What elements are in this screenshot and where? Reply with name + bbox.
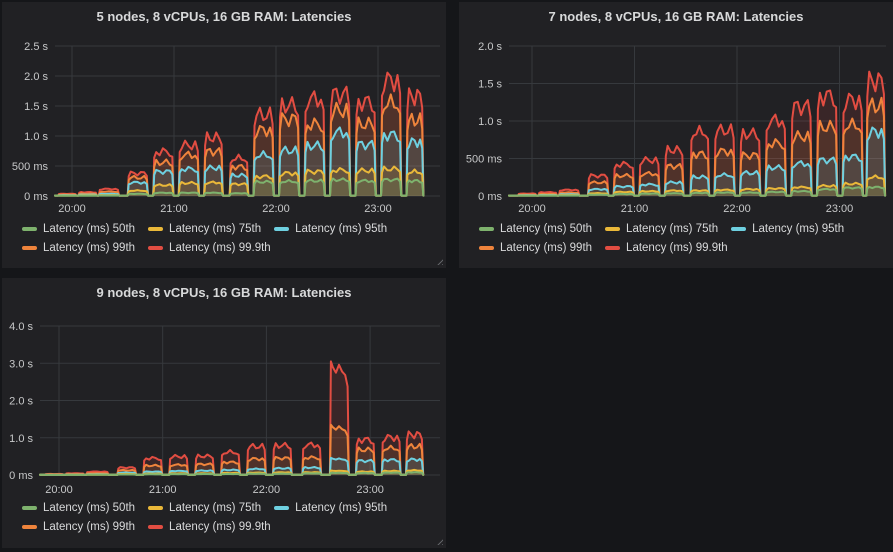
series-color-marker — [22, 506, 37, 510]
legend-label: Latency (ms) 99.9th — [169, 521, 271, 533]
series-color-marker — [605, 227, 621, 231]
y-tick-label: 4.0 s — [9, 321, 33, 333]
legend-item-95th[interactable]: Latency (ms) 95th — [274, 223, 387, 235]
series-color-marker — [148, 525, 164, 529]
legend: Latency (ms) 50th Latency (ms) 75th Late… — [22, 502, 434, 533]
legend-item-75th[interactable]: Latency (ms) 75th — [605, 223, 718, 235]
series-color-marker — [22, 246, 37, 250]
legend-label: Latency (ms) 99.9th — [626, 242, 728, 254]
panel-resize-handle[interactable] — [435, 257, 443, 265]
y-tick-label: 2.0 s — [9, 396, 33, 408]
legend-label: Latency (ms) 95th — [295, 502, 388, 514]
series-line — [54, 177, 425, 197]
series-line — [54, 71, 425, 197]
y-tick-label: 500 ms — [12, 161, 49, 173]
panel-resize-handle[interactable] — [435, 537, 443, 545]
series-color-marker — [479, 246, 494, 250]
legend-label: Latency (ms) 95th — [295, 223, 388, 235]
y-tick-label: 0 ms — [478, 191, 502, 203]
x-tick-label: 21:00 — [160, 203, 188, 215]
panel-title[interactable]: 7 nodes, 8 vCPUs, 16 GB RAM: Latencies — [548, 9, 804, 24]
series-color-marker — [731, 227, 747, 231]
series-line — [508, 70, 887, 197]
legend-label: Latency (ms) 50th — [43, 502, 136, 514]
y-tick-label: 2.0 s — [24, 71, 48, 83]
legend: Latency (ms) 50th Latency (ms) 75th Late… — [479, 223, 891, 254]
legend: Latency (ms) 50th Latency (ms) 75th Late… — [22, 223, 434, 254]
y-tick-label: 2.0 s — [478, 41, 502, 53]
legend-label: Latency (ms) 95th — [752, 223, 845, 235]
series-color-marker — [148, 246, 164, 250]
series-color-marker — [479, 227, 494, 231]
legend-label: Latency (ms) 75th — [626, 223, 719, 235]
legend-item-99th[interactable]: Latency (ms) 99th — [22, 242, 135, 254]
latency-chart[interactable]: 20:00 21:00 22:00 23:00 0 ms 1.0 s 2.0 s 3.0 s 4… — [2, 308, 446, 498]
legend-item-75th[interactable]: Latency (ms) 75th — [148, 502, 261, 514]
legend-item-999th[interactable]: Latency (ms) 99.9th — [605, 242, 728, 254]
legend-item-95th[interactable]: Latency (ms) 95th — [274, 502, 387, 514]
legend-item-99th[interactable]: Latency (ms) 99th — [479, 242, 592, 254]
y-tick-label: 0 ms — [9, 470, 33, 482]
series-color-marker — [605, 246, 621, 250]
latency-chart[interactable]: 20:00 21:00 22:00 23:00 0 ms 500 ms 1.0 s 1.5 s… — [2, 28, 446, 220]
x-tick-label: 21:00 — [621, 203, 649, 215]
panel-7-nodes: 7 nodes, 8 vCPUs, 16 GB RAM: Latencies 2… — [459, 2, 893, 268]
panel-title[interactable]: 9 nodes, 8 vCPUs, 16 GB RAM: Latencies — [96, 285, 352, 300]
series-line — [39, 423, 425, 476]
legend-item-999th[interactable]: Latency (ms) 99.9th — [148, 242, 271, 254]
legend-item-99th[interactable]: Latency (ms) 99th — [22, 521, 135, 533]
x-tick-label: 20:00 — [518, 203, 546, 215]
series-color-marker — [148, 506, 164, 510]
series-line — [54, 126, 425, 197]
x-tick-label: 20:00 — [58, 203, 86, 215]
y-tick-label: 1.0 s — [9, 433, 33, 445]
x-tick-label: 21:00 — [149, 484, 177, 496]
series-color-marker — [22, 227, 37, 231]
series-color-marker — [274, 506, 290, 510]
panel-title[interactable]: 5 nodes, 8 vCPUs, 16 GB RAM: Latencies — [96, 9, 352, 24]
panel-5-nodes: 5 nodes, 8 vCPUs, 16 GB RAM: Latencies 2… — [2, 2, 446, 268]
x-tick-label: 20:00 — [45, 484, 73, 496]
legend-label: Latency (ms) 75th — [169, 502, 262, 514]
legend-item-95th[interactable]: Latency (ms) 95th — [731, 223, 844, 235]
latency-chart[interactable]: 20:00 21:00 22:00 23:00 0 ms 500 ms 1.0 s 1.5 s… — [459, 28, 893, 220]
legend-label: Latency (ms) 99th — [43, 242, 136, 254]
legend-item-50th[interactable]: Latency (ms) 50th — [22, 502, 135, 514]
series-line — [39, 471, 425, 476]
legend-label: Latency (ms) 99th — [500, 242, 593, 254]
series-line — [39, 360, 425, 476]
x-tick-label: 22:00 — [253, 484, 281, 496]
y-tick-label: 1.5 s — [478, 79, 502, 91]
y-tick-label: 1.0 s — [478, 116, 502, 128]
x-tick-label: 23:00 — [356, 484, 384, 496]
series-color-marker — [274, 227, 290, 231]
x-tick-label: 23:00 — [826, 203, 854, 215]
series-line — [508, 185, 887, 197]
legend-label: Latency (ms) 99.9th — [169, 242, 271, 254]
legend-item-999th[interactable]: Latency (ms) 99.9th — [148, 521, 271, 533]
y-tick-label: 0 ms — [24, 191, 48, 203]
legend-item-50th[interactable]: Latency (ms) 50th — [22, 223, 135, 235]
legend-item-75th[interactable]: Latency (ms) 75th — [148, 223, 261, 235]
series-color-marker — [22, 525, 37, 529]
y-tick-label: 1.5 s — [24, 101, 48, 113]
series-color-marker — [148, 227, 164, 231]
legend-label: Latency (ms) 75th — [169, 223, 262, 235]
y-tick-label: 500 ms — [466, 154, 503, 166]
y-tick-label: 1.0 s — [24, 131, 48, 143]
x-tick-label: 22:00 — [723, 203, 751, 215]
panel-9-nodes: 9 nodes, 8 vCPUs, 16 GB RAM: Latencies 2… — [2, 278, 446, 548]
legend-label: Latency (ms) 99th — [43, 521, 136, 533]
legend-label: Latency (ms) 50th — [500, 223, 593, 235]
legend-label: Latency (ms) 50th — [43, 223, 136, 235]
x-tick-label: 22:00 — [262, 203, 290, 215]
series-area — [509, 127, 886, 196]
y-tick-label: 2.5 s — [24, 41, 48, 53]
legend-item-50th[interactable]: Latency (ms) 50th — [479, 223, 592, 235]
series-line — [54, 93, 425, 197]
series-line — [508, 96, 887, 197]
x-tick-label: 23:00 — [364, 203, 392, 215]
y-tick-label: 3.0 s — [9, 358, 33, 370]
